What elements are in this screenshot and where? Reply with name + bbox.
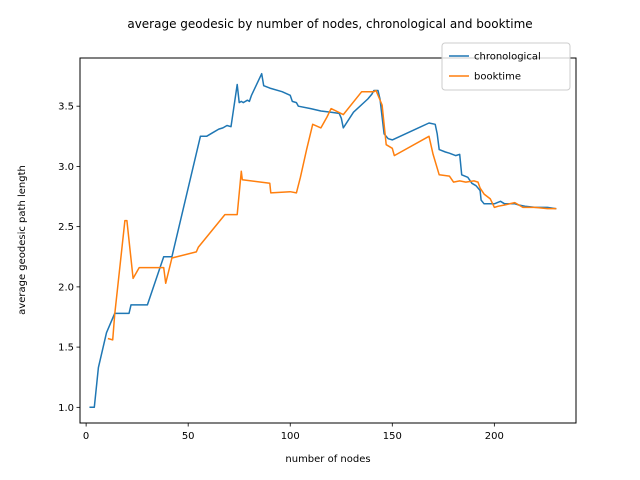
y-tick-label: 2.0 (58, 282, 74, 293)
x-tick-label: 100 (281, 431, 300, 442)
x-axis: 0 50 100 150 200 (83, 423, 504, 442)
legend-box (441, 42, 571, 91)
x-tick-label: 150 (383, 431, 402, 442)
series-line-booktime (107, 89, 557, 341)
legend-label-booktime: booktime (474, 72, 521, 83)
y-tick-label: 3.5 (58, 102, 74, 113)
chart-title: average geodesic by number of nodes, chr… (127, 17, 532, 31)
y-tick-label: 2.5 (58, 222, 74, 233)
series-line-chronological (89, 72, 557, 409)
plot-frame (79, 57, 577, 424)
y-tick-label: 3.0 (58, 162, 74, 173)
y-axis-label: average geodesic path length (17, 165, 28, 315)
x-tick-label: 200 (485, 431, 504, 442)
y-tick-label: 1.5 (58, 343, 74, 354)
y-tick-label: 1.0 (58, 403, 74, 414)
y-axis: 1.0 1.5 2.0 2.5 3.0 3.5 (58, 102, 80, 414)
x-tick-label: 0 (83, 431, 89, 442)
legend-label-chronological: chronological (474, 52, 541, 63)
x-tick-label: 50 (182, 431, 195, 442)
x-axis-label: number of nodes (285, 454, 370, 465)
legend: chronological booktime (441, 42, 571, 91)
plot-lines (89, 72, 557, 409)
